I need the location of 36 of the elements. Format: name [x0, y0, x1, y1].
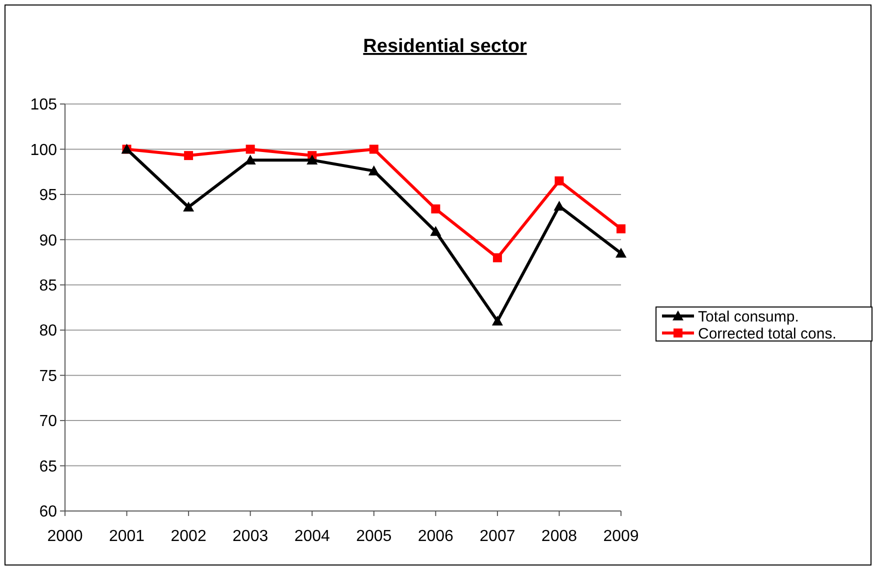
y-tick-label: 85 — [39, 277, 58, 294]
point — [369, 144, 378, 154]
point — [368, 165, 380, 176]
y-tick-label: 70 — [39, 413, 58, 430]
x-tick-label: 2002 — [170, 528, 206, 545]
y-tick-label: 105 — [30, 96, 58, 114]
point — [430, 226, 442, 236]
point — [431, 204, 440, 214]
point — [492, 253, 502, 262]
y-tick-label: 100 — [30, 142, 58, 159]
point — [492, 316, 503, 326]
legend-label: Corrected total cons. — [698, 325, 836, 342]
y-tick-label: 95 — [39, 187, 58, 204]
x-tick-label: 2000 — [47, 528, 83, 545]
x-tick-label: 2007 — [480, 528, 516, 545]
y-tick-label: 90 — [39, 232, 58, 250]
point — [306, 154, 318, 164]
y-tick-label: 60 — [39, 504, 58, 521]
point — [616, 224, 626, 234]
chart-title: Residential sector — [363, 36, 528, 57]
x-tick-label: 2008 — [541, 528, 578, 545]
point — [246, 144, 255, 154]
legend-label: Total consump. — [698, 308, 799, 326]
point — [616, 248, 626, 258]
point — [184, 151, 194, 160]
x-tick-label: 2009 — [603, 528, 639, 545]
point — [554, 176, 564, 186]
x-tick-label: 2003 — [232, 528, 268, 545]
point — [183, 202, 194, 212]
y-tick-label: 75 — [39, 368, 58, 385]
y-tick-label: 65 — [39, 458, 58, 476]
x-tick-label: 2001 — [108, 528, 145, 545]
x-tick-label: 2005 — [356, 528, 392, 545]
x-tick-label: 2004 — [294, 528, 330, 545]
x-tick-label: 2006 — [418, 528, 454, 545]
y-tick-label: 80 — [39, 322, 58, 340]
